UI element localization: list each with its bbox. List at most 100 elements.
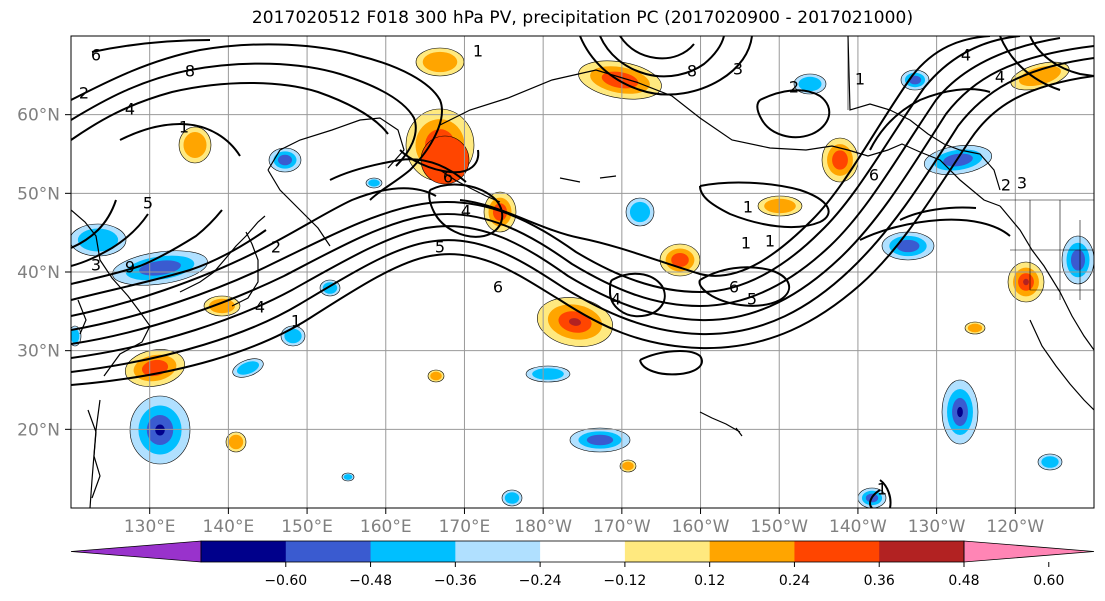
colorbar-tick-label: 0.24 [779,573,810,589]
precip-anomaly-patch [957,406,963,418]
colorbar-frame [200,540,965,563]
contour-label: 1 [743,198,753,217]
colorbar-tick-label: 0.60 [1033,573,1064,589]
lon-label: 150°W [750,517,808,537]
contour-label: 3 [733,60,743,79]
precip-anomaly-patch [532,368,564,380]
colorbar-bin [285,541,372,562]
contour-label: 6 [443,168,453,187]
colorbar-extend-max [963,540,1095,563]
axis-ticks [65,114,1016,514]
precip-anomaly-patch [1070,249,1086,271]
precip-anomaly-patch [1041,456,1059,468]
contour-label: 4 [611,290,621,309]
colorbar-bin [370,541,456,562]
colorbar-bin [201,541,287,562]
colorbar-tick-label: −0.48 [349,573,392,589]
colorbar-bin [709,541,795,562]
precip-anomaly-patch [155,424,165,436]
precip-anomaly-patch [798,76,822,92]
contour-label: 6 [869,166,879,185]
contour-label: 4 [255,298,265,317]
colorbar-tick-label: 0.12 [694,573,725,589]
contour-label: 5 [143,194,153,213]
contour-label: 4 [961,46,971,65]
precip-anomaly-patch [622,461,634,471]
contour-label: 3 [91,256,101,275]
precip-anomaly-patch [343,474,353,480]
contour-label: 4 [995,68,1005,87]
precip-anomaly-patch [284,328,302,344]
lon-label: 120°W [986,517,1044,537]
lat-label: 20°N [17,420,60,440]
precip-anomaly-patch [368,179,380,187]
contour-label: 2 [789,78,799,97]
colorbar: −0.60 −0.48 −0.36 −0.24 −0.12 0.12 0.24 0.36 0.4… [70,540,1095,589]
lat-label: 30°N [17,342,60,362]
precip-anomaly-patch [629,201,651,223]
lat-label: 40°N [17,263,60,283]
lon-label: 130°W [908,517,966,537]
political-borders [847,36,1094,300]
precip-anomaly-patch [71,328,80,344]
contour-label: 1 [741,234,751,253]
contour-label: 5 [435,238,445,257]
coastline-alaska [439,69,1094,351]
precip-anomaly-patch [896,239,920,253]
contour-label: 1 [765,232,775,251]
precip-anomaly-patch [568,318,582,326]
precip-anomaly-patch [586,434,614,446]
contour-label: 8 [185,62,195,81]
precip-anomaly-patch [77,228,119,252]
coastline-kamchatka [267,117,405,247]
contour-label: 1 [291,312,301,331]
lon-label: 180°W [514,517,572,537]
contour-label: 1 [473,42,483,61]
precip-anomaly-patch [228,434,244,450]
colorbar-bin [540,541,626,562]
contour-label: 6 [493,278,503,297]
precip-anomaly-patch [943,153,973,167]
aleutian-islands [439,169,617,203]
lon-label: 170°E [439,517,491,537]
lon-label: 130°E [124,517,176,537]
lon-label: 150°E [281,517,333,537]
colorbar-bin [794,541,880,562]
contour-label: 4 [461,202,471,221]
pv-contours [71,36,1094,508]
latitude-labels: 60°N 50°N 40°N 30°N 20°N [17,106,60,441]
contour-label: 2 [271,238,281,257]
colorbar-tick-label: −0.24 [519,573,562,589]
contour-label: 8 [687,62,697,81]
colorbar-tick-label: −0.36 [434,573,477,589]
longitude-labels: 130°E 140°E 150°E 160°E 170°E 180°W 170°W 160°W… [124,517,1045,537]
map-gridlines [71,36,1094,508]
coastline-taiwan-philippines [77,299,101,499]
precip-anomaly-patch [967,323,983,333]
contour-label: 5 [747,290,757,309]
precip-anomaly-patch [1023,278,1029,286]
contour-label: 3 [1017,174,1027,193]
colorbar-tick-label: 0.36 [864,573,895,589]
precip-anomaly-patch [671,252,689,268]
precip-anomaly-patch [277,154,293,166]
contour-label: 2 [79,84,89,103]
lon-label: 140°W [829,517,887,537]
contour-label: 2 [1001,176,1011,195]
contour-label: 9 [125,258,135,277]
figure-title: 2017020512 F018 300 hPa PV, precipitatio… [251,8,914,28]
precip-anomaly-patch [1019,65,1061,87]
lon-label: 170°W [593,517,651,537]
colorbar-tick-label: 0.48 [948,573,979,589]
precip-anomaly-patch [236,361,260,375]
lat-label: 60°N [17,106,60,126]
hawaii-islands [699,411,743,437]
contour-label: 1 [179,118,189,137]
lon-label: 140°E [203,517,255,537]
precip-anomaly-patch [764,198,796,214]
precip-anomaly-patch [183,132,207,158]
contour-label: 6 [91,46,101,65]
colorbar-extend-min [70,540,202,563]
precipitation-shading [71,47,1094,508]
